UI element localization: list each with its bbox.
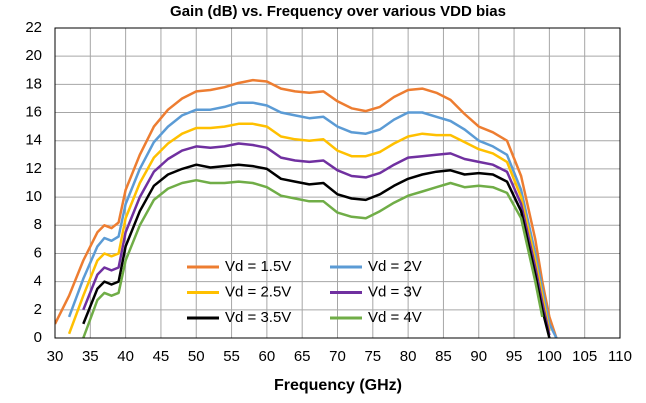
legend-label: Vd = 2V — [368, 258, 422, 275]
x-tick-label: 60 — [259, 348, 276, 365]
x-tick-label: 85 — [435, 348, 452, 365]
legend-label: Vd = 2.5V — [225, 283, 291, 300]
plot-lines — [55, 78, 558, 338]
x-tick-label: 90 — [470, 348, 487, 365]
x-tick-label: 45 — [153, 348, 170, 365]
y-tick-label: 16 — [25, 104, 42, 121]
series-line — [82, 178, 544, 338]
x-tick-label: 65 — [294, 348, 311, 365]
y-tick-label: 12 — [25, 160, 42, 177]
x-tick-label: 55 — [223, 348, 240, 365]
y-tick-label: 8 — [34, 216, 42, 233]
y-tick-label: 6 — [34, 244, 42, 261]
plot-border — [54, 27, 621, 339]
legend-label: Vd = 1.5V — [225, 258, 291, 275]
legend-label: Vd = 3.5V — [225, 309, 291, 326]
y-tick-label: 10 — [25, 188, 42, 205]
x-tick-label: 95 — [506, 348, 523, 365]
x-tick-label: 40 — [117, 348, 134, 365]
x-axis-label: Frequency (GHz) — [274, 377, 402, 394]
y-tick-label: 2 — [34, 301, 42, 318]
chart-title: Gain (dB) vs. Frequency over various VDD… — [170, 3, 506, 20]
series-line — [55, 78, 558, 338]
x-tick-label: 30 — [47, 348, 64, 365]
y-tick-label: 18 — [25, 75, 42, 92]
legend: Vd = 1.5V Vd = 2V Vd = 2.5V Vd = 3V Vd = 3.5… — [187, 258, 422, 326]
x-tick-label: 100 — [537, 348, 562, 365]
y-tick-label: 20 — [25, 47, 42, 64]
y-tick-label: 0 — [34, 329, 42, 346]
legend-label: Vd = 4V — [368, 309, 422, 326]
x-tick-label: 70 — [329, 348, 346, 365]
series-line — [82, 163, 551, 338]
x-tick-label: 110 — [608, 348, 632, 365]
series-line — [82, 142, 551, 336]
x-tick-label: 35 — [82, 348, 99, 365]
series-line — [67, 122, 551, 335]
y-tick-label: 4 — [34, 273, 42, 290]
x-tick-label: 50 — [188, 348, 205, 365]
x-tick-label: 80 — [400, 348, 417, 365]
legend-label: Vd = 3V — [368, 283, 422, 300]
y-tick-label: 14 — [25, 132, 42, 149]
series-line — [67, 101, 558, 338]
x-tick-label: 75 — [364, 348, 381, 365]
y-tick-label: 22 — [25, 19, 42, 36]
x-tick-label: 105 — [572, 348, 597, 365]
